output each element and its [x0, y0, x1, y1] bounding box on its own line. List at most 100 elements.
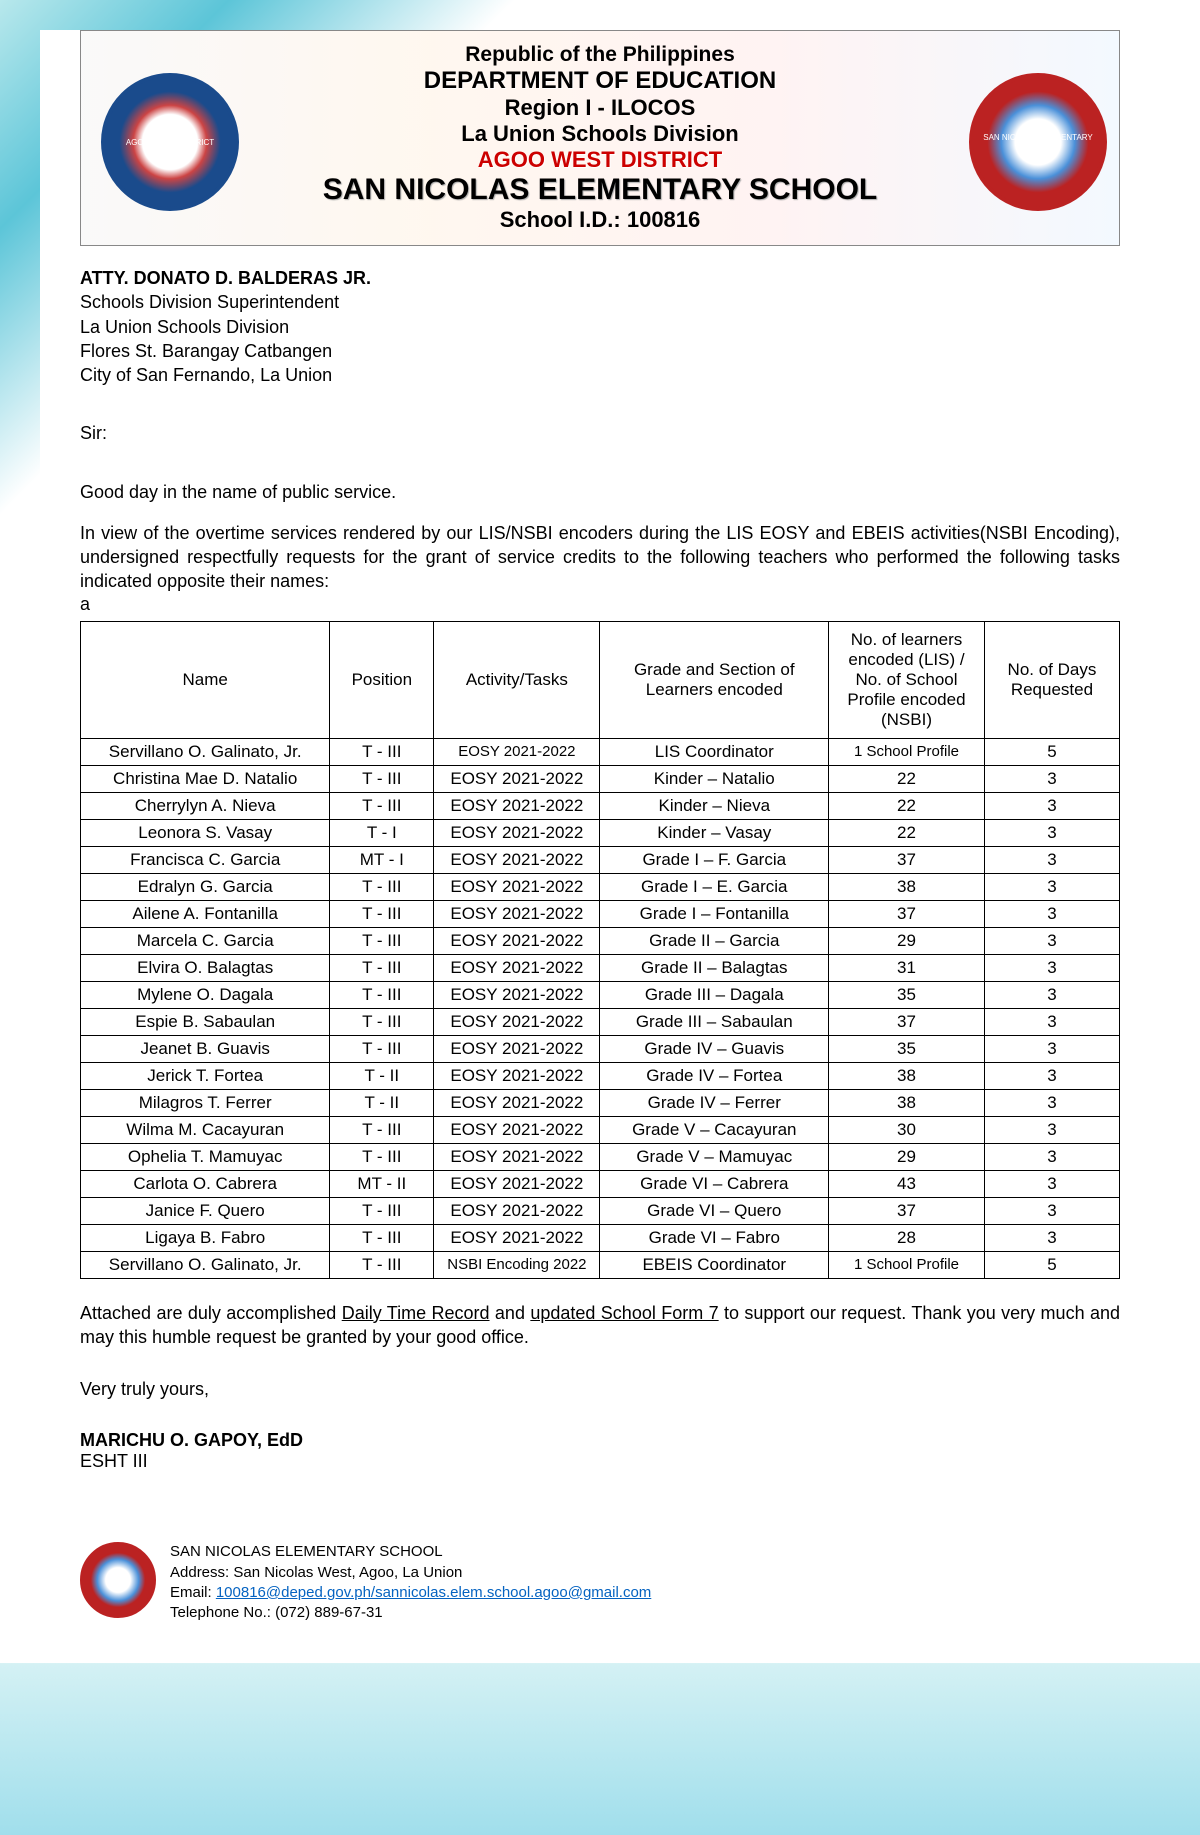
table-cell: 38 [829, 1089, 985, 1116]
table-row: Leonora S. VasayT - IEOSY 2021-2022Kinde… [81, 819, 1120, 846]
table-row: Wilma M. CacayuranT - IIIEOSY 2021-2022G… [81, 1116, 1120, 1143]
page-content: AGOO WEST DISTRICT Republic of the Phili… [40, 30, 1160, 1663]
signatory-name: MARICHU O. GAPOY, EdD [80, 1430, 1120, 1451]
footer-seal-icon [80, 1542, 156, 1618]
table-cell: 3 [984, 981, 1119, 1008]
table-cell: EOSY 2021-2022 [434, 1224, 600, 1251]
footer-email-line: Email: 100816@deped.gov.ph/sannicolas.el… [170, 1583, 651, 1603]
header-division: La Union Schools Division [231, 121, 969, 147]
footer-text: SAN NICOLAS ELEMENTARY SCHOOL Address: S… [170, 1542, 651, 1623]
table-cell: Edralyn G. Garcia [81, 873, 330, 900]
table-cell: 22 [829, 792, 985, 819]
table-cell: Grade IV – Guavis [600, 1035, 829, 1062]
table-cell: 5 [984, 738, 1119, 765]
footer: SAN NICOLAS ELEMENTARY SCHOOL Address: S… [80, 1542, 1120, 1623]
table-cell: Grade I – Fontanilla [600, 900, 829, 927]
table-cell: Elvira O. Balagtas [81, 954, 330, 981]
table-cell: Jeanet B. Guavis [81, 1035, 330, 1062]
table-cell: Jerick T. Fortea [81, 1062, 330, 1089]
footer-tel: Telephone No.: (072) 889-67-31 [170, 1603, 651, 1623]
table-cell: Grade IV – Fortea [600, 1062, 829, 1089]
table-cell: 37 [829, 846, 985, 873]
seal-right-icon: SAN NICOLAS ELEMENTARY SCHOOL [969, 73, 1099, 203]
table-cell: Francisca C. Garcia [81, 846, 330, 873]
table-row: Servillano O. Galinato, Jr.T - IIIEOSY 2… [81, 738, 1120, 765]
table-body: Servillano O. Galinato, Jr.T - IIIEOSY 2… [81, 738, 1120, 1278]
closing-paragraph: Attached are duly accomplished Daily Tim… [80, 1301, 1120, 1350]
table-cell: EOSY 2021-2022 [434, 900, 600, 927]
header-text: Republic of the Philippines DEPARTMENT O… [231, 43, 969, 233]
addressee-division: La Union Schools Division [80, 315, 1120, 339]
table-cell: 29 [829, 927, 985, 954]
table-cell: 3 [984, 873, 1119, 900]
header-school: SAN NICOLAS ELEMENTARY SCHOOL [231, 173, 969, 207]
table-cell: T - III [330, 981, 434, 1008]
table-cell: 3 [984, 1062, 1119, 1089]
table-cell: EOSY 2021-2022 [434, 819, 600, 846]
table-cell: EOSY 2021-2022 [434, 1008, 600, 1035]
table-cell: T - I [330, 819, 434, 846]
table-cell: T - III [330, 873, 434, 900]
table-cell: T - III [330, 900, 434, 927]
col-position: Position [330, 621, 434, 738]
table-cell: 1 School Profile [829, 738, 985, 765]
footer-email-label: Email: [170, 1584, 216, 1601]
table-cell: 37 [829, 1008, 985, 1035]
table-cell: T - III [330, 927, 434, 954]
table-cell: EOSY 2021-2022 [434, 1116, 600, 1143]
table-cell: EOSY 2021-2022 [434, 738, 600, 765]
table-cell: 1 School Profile [829, 1251, 985, 1278]
table-cell: 3 [984, 1224, 1119, 1251]
table-row: Elvira O. BalagtasT - IIIEOSY 2021-2022G… [81, 954, 1120, 981]
table-cell: Kinder – Vasay [600, 819, 829, 846]
table-cell: 38 [829, 1062, 985, 1089]
body-suffix-a: a [80, 594, 1120, 615]
table-cell: EOSY 2021-2022 [434, 792, 600, 819]
table-cell: Grade III – Dagala [600, 981, 829, 1008]
addressee-street: Flores St. Barangay Catbangen [80, 339, 1120, 363]
table-cell: T - III [330, 738, 434, 765]
table-cell: Grade II – Garcia [600, 927, 829, 954]
table-cell: Grade II – Balagtas [600, 954, 829, 981]
table-cell: 3 [984, 1008, 1119, 1035]
table-cell: Carlota O. Cabrera [81, 1170, 330, 1197]
col-learners: No. of learners encoded (LIS) / No. of S… [829, 621, 985, 738]
table-cell: Christina Mae D. Natalio [81, 765, 330, 792]
table-cell: 5 [984, 1251, 1119, 1278]
table-cell: 43 [829, 1170, 985, 1197]
table-cell: Marcela C. Garcia [81, 927, 330, 954]
table-cell: EOSY 2021-2022 [434, 1089, 600, 1116]
table-row: Marcela C. GarciaT - IIIEOSY 2021-2022Gr… [81, 927, 1120, 954]
table-cell: 3 [984, 792, 1119, 819]
table-cell: T - III [330, 1224, 434, 1251]
table-cell: NSBI Encoding 2022 [434, 1251, 600, 1278]
signoff: Very truly yours, [80, 1379, 1120, 1400]
table-cell: Grade I – E. Garcia [600, 873, 829, 900]
table-cell: T - III [330, 792, 434, 819]
table-cell: T - III [330, 1116, 434, 1143]
table-row: Jerick T. ForteaT - IIEOSY 2021-2022Grad… [81, 1062, 1120, 1089]
table-cell: 30 [829, 1116, 985, 1143]
footer-email-link[interactable]: 100816@deped.gov.ph/sannicolas.elem.scho… [216, 1584, 651, 1601]
table-cell: EBEIS Coordinator [600, 1251, 829, 1278]
table-cell: Espie B. Sabaulan [81, 1008, 330, 1035]
table-cell: T - III [330, 1008, 434, 1035]
table-cell: 3 [984, 765, 1119, 792]
table-cell: Wilma M. Cacayuran [81, 1116, 330, 1143]
addressee-city: City of San Fernando, La Union [80, 363, 1120, 387]
table-cell: EOSY 2021-2022 [434, 1062, 600, 1089]
table-cell: Kinder – Natalio [600, 765, 829, 792]
table-row: Janice F. QueroT - IIIEOSY 2021-2022Grad… [81, 1197, 1120, 1224]
table-cell: Mylene O. Dagala [81, 981, 330, 1008]
table-cell: T - II [330, 1089, 434, 1116]
header-region: Region I - ILOCOS [231, 95, 969, 121]
col-name: Name [81, 621, 330, 738]
table-cell: 3 [984, 1143, 1119, 1170]
table-row: Mylene O. DagalaT - IIIEOSY 2021-2022Gra… [81, 981, 1120, 1008]
table-cell: 35 [829, 981, 985, 1008]
table-cell: EOSY 2021-2022 [434, 1143, 600, 1170]
table-cell: 22 [829, 819, 985, 846]
table-cell: MT - I [330, 846, 434, 873]
seal-left-icon: AGOO WEST DISTRICT [101, 73, 231, 203]
table-cell: Grade VI – Cabrera [600, 1170, 829, 1197]
